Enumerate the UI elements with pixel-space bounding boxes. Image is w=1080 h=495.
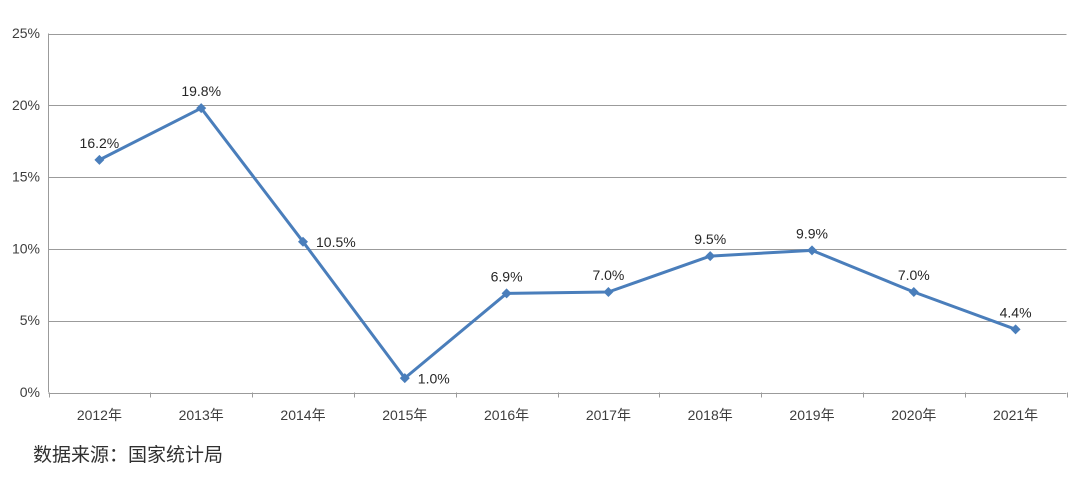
line-chart: 0% 5% 10% 15% 20% 25% 2012年 2013年 2014年 2015年 2016… (12, 25, 1068, 423)
data-point-label: 9.5% (694, 231, 726, 247)
data-series-line (97, 106, 1018, 380)
data-source-note: 数据来源：国家统计局 (33, 445, 224, 466)
data-point-marker (196, 103, 207, 114)
data-point-marker (1010, 324, 1021, 335)
x-axis-label: 2017年 (586, 407, 631, 423)
data-point-label: 4.4% (1000, 304, 1032, 320)
y-axis-label: 0% (20, 384, 40, 400)
data-point-label: 7.0% (898, 267, 930, 283)
data-point-marker (705, 251, 716, 262)
data-point-marker (501, 288, 512, 299)
data-point-marker (298, 236, 308, 247)
data-point-label: 7.0% (592, 267, 624, 283)
data-point-marker (94, 154, 105, 165)
data-point-label: 19.8% (181, 83, 221, 99)
data-point-marker (908, 286, 919, 297)
x-axis-label: 2012年 (77, 407, 122, 423)
x-axis-label: 2020年 (891, 407, 936, 423)
data-point-marker (399, 373, 410, 384)
x-axis-label: 2014年 (280, 407, 325, 423)
y-axis-label: 10% (12, 240, 40, 256)
x-axis-label: 2016年 (484, 407, 529, 423)
data-point-label: 16.2% (80, 135, 120, 151)
data-point-label: 1.0% (418, 371, 450, 387)
data-point-label: 6.9% (491, 268, 523, 284)
data-point-label: 9.9% (796, 225, 828, 241)
data-point-marker (603, 286, 614, 297)
x-axis-label: 2018年 (688, 407, 733, 423)
data-point-label: 10.5% (316, 234, 356, 250)
x-axis-label: 2013年 (179, 407, 224, 423)
x-axis-label: 2019年 (789, 407, 834, 423)
x-axis-label: 2015年 (382, 407, 427, 423)
y-axis-label: 20% (12, 97, 40, 113)
y-axis-label: 15% (12, 169, 40, 185)
data-point-marker (807, 245, 817, 256)
y-axis-label: 5% (20, 312, 40, 328)
y-axis-label: 25% (12, 25, 40, 41)
x-axis-label: 2021年 (993, 407, 1038, 423)
